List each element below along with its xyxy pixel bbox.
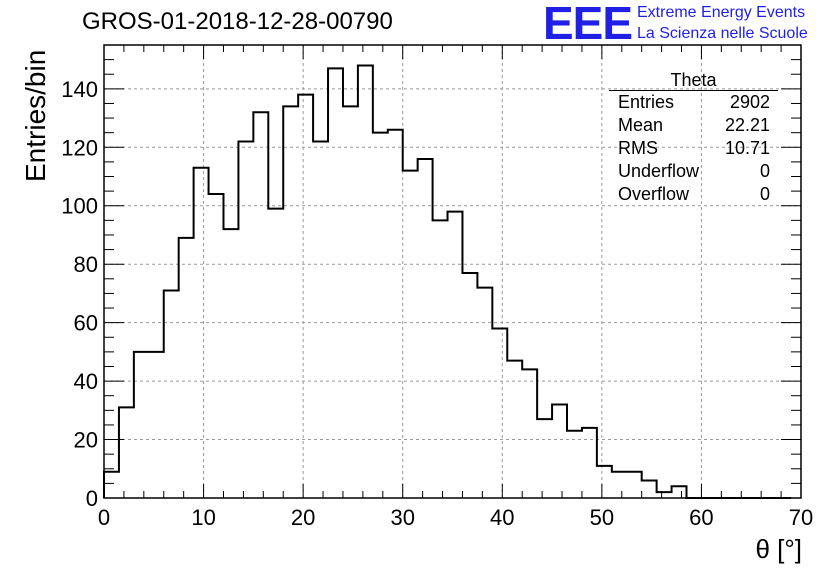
y-tick-label: 60 (74, 311, 98, 336)
x-axis-label: θ [°] (755, 534, 802, 564)
stats-row-entries: Entries 2902 (611, 91, 776, 114)
histogram-series-line (103, 64, 792, 499)
stats-row-overflow: Overflow 0 (611, 183, 776, 206)
x-tick-label: 50 (590, 505, 614, 530)
stats-key: Entries (618, 92, 675, 112)
y-tick-label: 0 (86, 486, 98, 511)
chart-title: GROS-01-2018-12-28-00790 (82, 8, 393, 35)
logo-line-2: La Scienza nelle Scuole (637, 25, 808, 42)
stats-value: 10.71 (724, 138, 770, 158)
x-tick-label: 70 (789, 505, 813, 530)
eee-logo: EEE (543, 0, 633, 49)
y-axis-ticks (104, 44, 801, 499)
stats-key: Mean (618, 115, 664, 135)
x-tick-labels: 0 10 20 30 40 50 60 70 (98, 505, 813, 530)
y-tick-label: 120 (61, 135, 98, 160)
stats-value: 0 (759, 161, 770, 181)
stats-key: Overflow (618, 184, 690, 204)
y-tick-labels: 0 20 40 60 80 100 120 140 (61, 77, 98, 511)
y-tick-label: 80 (74, 252, 98, 277)
x-tick-label: 0 (98, 505, 110, 530)
stats-row-underflow: Underflow 0 (611, 160, 776, 183)
grid-lines (104, 45, 801, 498)
y-tick-label: 100 (61, 194, 98, 219)
y-tick-label: 140 (61, 77, 98, 102)
stats-title: Theta (670, 70, 717, 90)
stats-key: Underflow (618, 161, 700, 181)
stats-box: Theta Entries 2902 Mean 22.21 RMS 10.71 … (609, 70, 778, 206)
x-tick-label: 40 (490, 505, 514, 530)
stats-value: 2902 (729, 92, 770, 112)
stats-row-rms: RMS 10.71 (611, 137, 776, 160)
stats-divider (609, 90, 778, 91)
y-tick-label: 40 (74, 369, 98, 394)
x-tick-label: 30 (390, 505, 414, 530)
plot-frame (103, 44, 802, 499)
x-tick-label: 20 (291, 505, 315, 530)
x-tick-label: 60 (689, 505, 713, 530)
y-tick-label: 20 (74, 428, 98, 453)
stats-value: 0 (759, 184, 770, 204)
stats-row-mean: Mean 22.21 (611, 114, 776, 137)
y-axis-label: Entries/bin (20, 49, 51, 182)
stats-value: 22.21 (724, 115, 770, 135)
logo-line-1: Extreme Energy Events (637, 4, 806, 21)
x-tick-label: 10 (191, 505, 215, 530)
stats-key: RMS (618, 138, 658, 158)
